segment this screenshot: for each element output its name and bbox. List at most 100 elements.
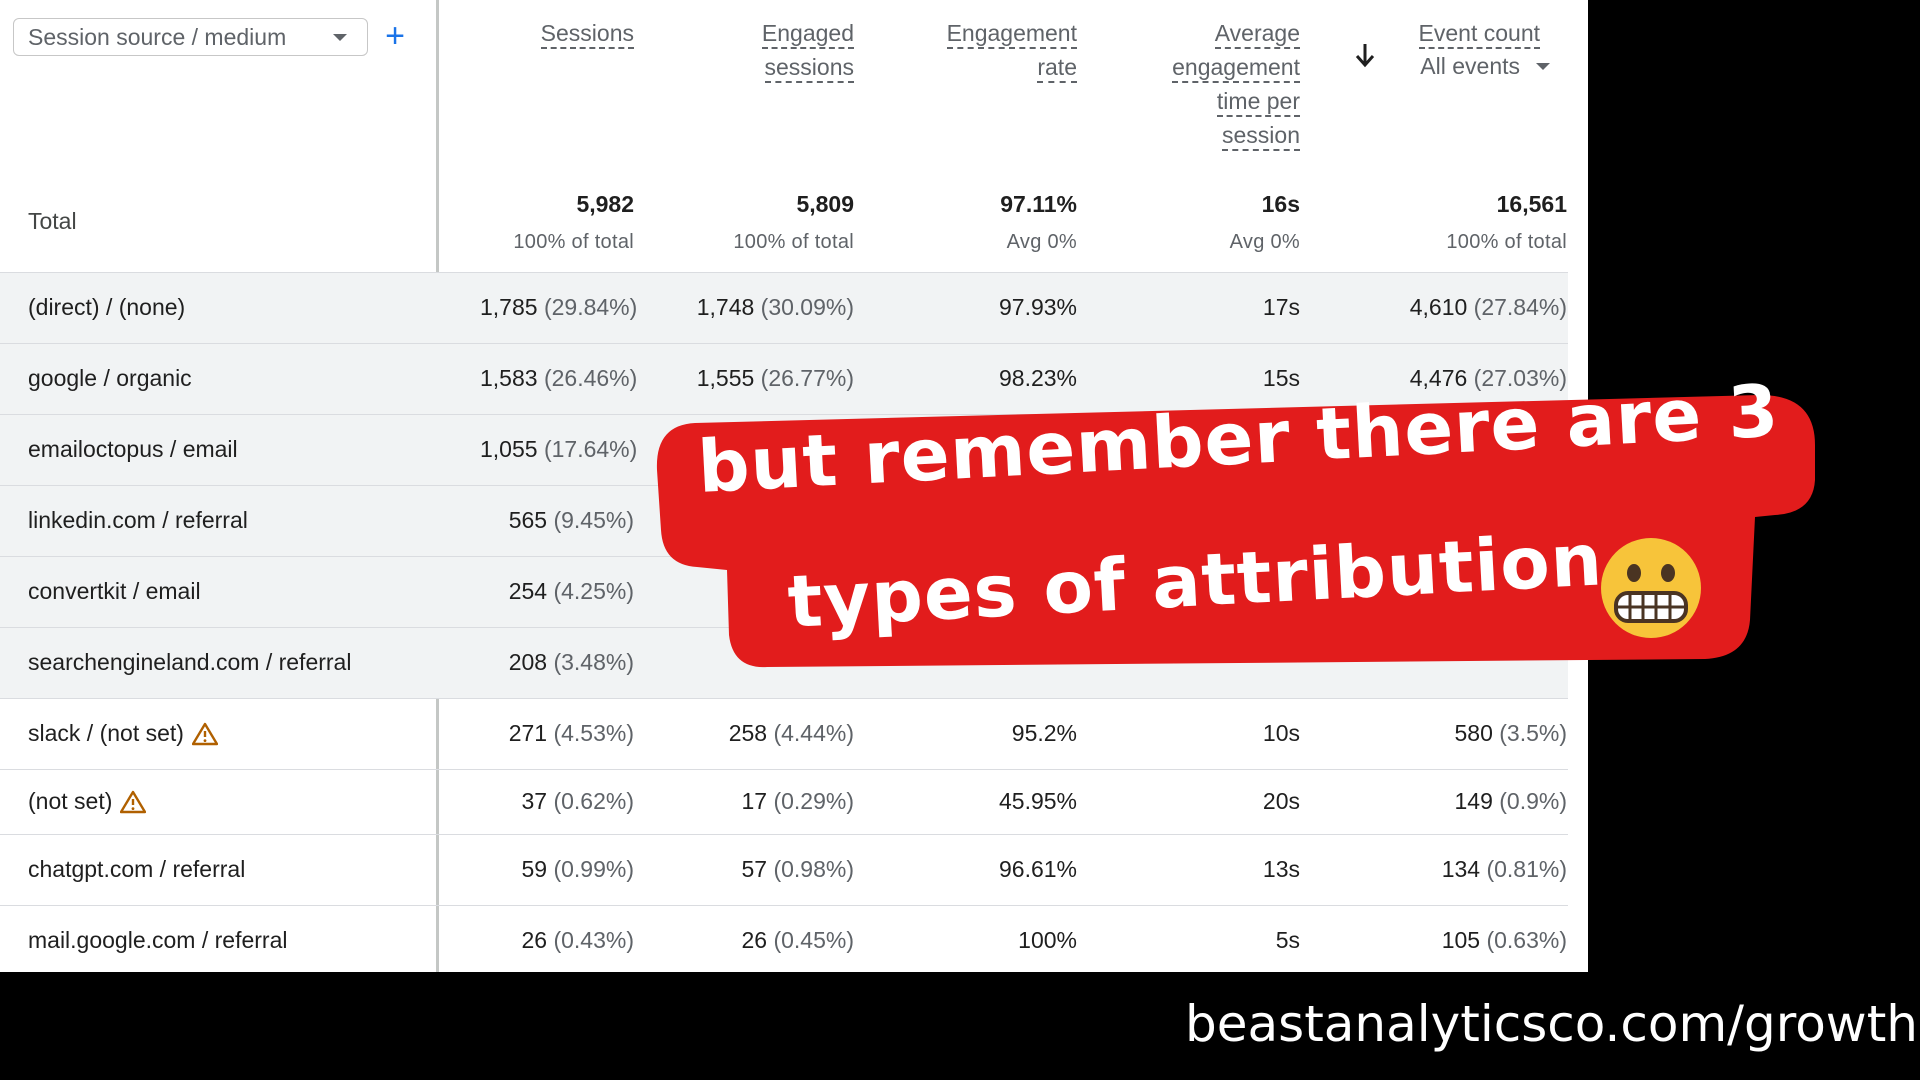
row-cell-sessions: 59 (0.99%) bbox=[480, 835, 634, 904]
column-header-avg-engagement-time-line-3: time per bbox=[1216, 88, 1300, 117]
table-row[interactable]: (not set) 37 (0.62%) 17 (0.29%) 45.95% 20s 14… bbox=[0, 769, 1568, 834]
column-header-avg-engagement-time-line-2: engagement bbox=[1172, 54, 1300, 83]
cell-percent: (0.62%) bbox=[553, 788, 634, 814]
row-cell-avg_engagement_time: 20s bbox=[1120, 770, 1300, 833]
row-dimension-label: convertkit / email bbox=[28, 578, 201, 604]
arrow-down-icon[interactable] bbox=[1352, 40, 1378, 70]
row-dimension-value: emailoctopus / email bbox=[28, 415, 238, 484]
cell-percent: (27.84%) bbox=[1473, 294, 1567, 320]
row-cell-sessions: 271 (4.53%) bbox=[480, 699, 634, 768]
footer-url: beastanalyticsco.com/growth bbox=[1185, 995, 1918, 1053]
cell-value: 254 bbox=[508, 578, 548, 604]
chevron-down-icon bbox=[1536, 63, 1550, 70]
cell-percent: (26.77%) bbox=[760, 365, 854, 391]
row-cell-sessions: 208 (3.48%) bbox=[480, 628, 634, 697]
row-cell-avg_engagement_time: 13s bbox=[1120, 835, 1300, 904]
cell-percent: (3.5%) bbox=[1499, 720, 1567, 746]
cell-value: 26 bbox=[521, 927, 548, 953]
row-cell-engagement_rate: 100% bbox=[900, 906, 1077, 972]
cell-value: 1,555 bbox=[696, 365, 755, 391]
cell-percent: (27.03%) bbox=[1473, 365, 1567, 391]
cell-value: 208 bbox=[508, 649, 548, 675]
warning-icon bbox=[120, 790, 147, 813]
row-cell-avg_engagement_time: 10s bbox=[1120, 699, 1300, 768]
event-filter-label: All events bbox=[1420, 53, 1520, 79]
column-header-engaged-sessions-line-2: sessions bbox=[764, 54, 854, 83]
column-header-sessions-line-1: Sessions bbox=[540, 20, 634, 49]
row-cell-event_count: 105 (0.63%) bbox=[1340, 906, 1567, 972]
table-row[interactable]: (direct) / (none) 1,785 (29.84%) 1,748 (30… bbox=[0, 272, 1568, 343]
column-header-engagement-rate-line-2: rate bbox=[1037, 54, 1077, 83]
column-header-avg-engagement-time-line-4: session bbox=[1222, 122, 1300, 151]
row-dimension-label: mail.google.com / referral bbox=[28, 927, 288, 953]
row-cell-sessions: 37 (0.62%) bbox=[480, 770, 634, 833]
column-header-engagement-rate-line-1: Engagement bbox=[946, 20, 1077, 49]
column-header-engagement-rate[interactable]: Engagement rate bbox=[900, 16, 1077, 84]
cell-value: 105 bbox=[1441, 927, 1481, 953]
total-value-sessions: 5,982 bbox=[576, 191, 634, 217]
cell-value: 10s bbox=[1262, 720, 1300, 746]
row-cell-avg_engagement_time: 5s bbox=[1120, 906, 1300, 972]
cell-value: 20s bbox=[1262, 788, 1300, 814]
cell-value: 1,748 bbox=[696, 294, 755, 320]
grimacing-face-emoji bbox=[1601, 538, 1701, 638]
cell-percent: (9.45%) bbox=[553, 507, 634, 533]
cell-value: 13s bbox=[1262, 856, 1300, 882]
column-header-avg-engagement-time-line-1: Average bbox=[1214, 20, 1300, 49]
row-cell-event_count: 134 (0.81%) bbox=[1340, 835, 1567, 904]
cell-percent: (17.64%) bbox=[543, 436, 638, 462]
cell-value: 4,476 bbox=[1409, 365, 1468, 391]
row-dimension-value: (direct) / (none) bbox=[28, 273, 185, 342]
banner-shape bbox=[656, 395, 1815, 668]
row-cell-sessions: 1,583 (26.46%) bbox=[480, 344, 638, 413]
table-row[interactable]: google / organic 1,583 (26.46%) 1,555 (26.… bbox=[0, 343, 1568, 414]
column-header-sessions[interactable]: Sessions bbox=[480, 16, 634, 50]
cell-percent: (0.63%) bbox=[1486, 927, 1567, 953]
total-value-avg-engagement-time: 16s bbox=[1261, 191, 1300, 217]
column-header-avg-engagement-time[interactable]: Average engagement time per session bbox=[1120, 16, 1300, 152]
row-dimension-label: (not set) bbox=[28, 788, 113, 814]
total-sub-sessions: 100% of total bbox=[513, 231, 634, 253]
cell-value: 100% bbox=[1018, 927, 1077, 953]
cell-value: 95.2% bbox=[1011, 720, 1077, 746]
row-cell-avg_engagement_time: 15s bbox=[1120, 344, 1300, 413]
event-filter-select[interactable]: All events bbox=[1390, 53, 1550, 80]
cell-value: 5s bbox=[1275, 927, 1300, 953]
plus-icon[interactable]: + bbox=[385, 17, 405, 55]
cell-value: 1,583 bbox=[480, 365, 538, 391]
total-value-engaged-sessions: 5,809 bbox=[796, 191, 854, 217]
cell-percent: (26.46%) bbox=[543, 365, 638, 391]
row-dimension-value: slack / (not set) bbox=[28, 699, 218, 768]
column-header-engaged-sessions-line-1: Engaged bbox=[761, 20, 854, 49]
cell-percent: (4.44%) bbox=[773, 720, 854, 746]
cell-value: 97.93% bbox=[998, 294, 1077, 320]
table-row[interactable]: mail.google.com / referral 26 (0.43%) 26 (… bbox=[0, 905, 1568, 972]
table-row[interactable]: slack / (not set) 271 (4.53%) 258 (4.44%) 9… bbox=[0, 698, 1568, 769]
cell-value: 258 bbox=[728, 720, 768, 746]
row-cell-engagement_rate: 97.93% bbox=[900, 273, 1077, 342]
column-header-engaged-sessions[interactable]: Engaged sessions bbox=[680, 16, 854, 84]
row-cell-sessions: 1,055 (17.64%) bbox=[480, 415, 638, 484]
table-row[interactable]: chatgpt.com / referral 59 (0.99%) 57 (0.98… bbox=[0, 834, 1568, 905]
total-sub-event-count: 100% of total bbox=[1446, 231, 1567, 253]
column-header-event-count-line-1: Event count bbox=[1418, 20, 1540, 49]
column-header-event-count[interactable]: Event count bbox=[1380, 16, 1540, 50]
row-dimension-value: searchengineland.com / referral bbox=[28, 628, 351, 697]
row-dimension-value: mail.google.com / referral bbox=[28, 906, 288, 972]
cell-percent: (0.29%) bbox=[773, 788, 854, 814]
row-cell-engaged_sessions: 258 (4.44%) bbox=[680, 699, 854, 768]
dimension-select[interactable]: Session source / medium bbox=[13, 18, 368, 56]
row-cell-engagement_rate: 95.2% bbox=[900, 699, 1077, 768]
cell-value: 17s bbox=[1262, 294, 1300, 320]
row-dimension-value: google / organic bbox=[28, 344, 192, 413]
cell-percent: (0.81%) bbox=[1486, 856, 1567, 882]
row-cell-engaged_sessions: 1,748 (30.09%) bbox=[680, 273, 854, 342]
cell-value: 1,055 bbox=[480, 436, 538, 462]
row-dimension-label: linkedin.com / referral bbox=[28, 507, 248, 533]
row-cell-sessions: 254 (4.25%) bbox=[480, 557, 634, 626]
total-sub-avg-engagement-time: Avg 0% bbox=[1229, 231, 1300, 253]
row-dimension-label: slack / (not set) bbox=[28, 720, 184, 746]
cell-percent: (4.53%) bbox=[553, 720, 634, 746]
cell-value: 96.61% bbox=[998, 856, 1077, 882]
row-cell-engaged_sessions: 1,555 (26.77%) bbox=[680, 344, 854, 413]
